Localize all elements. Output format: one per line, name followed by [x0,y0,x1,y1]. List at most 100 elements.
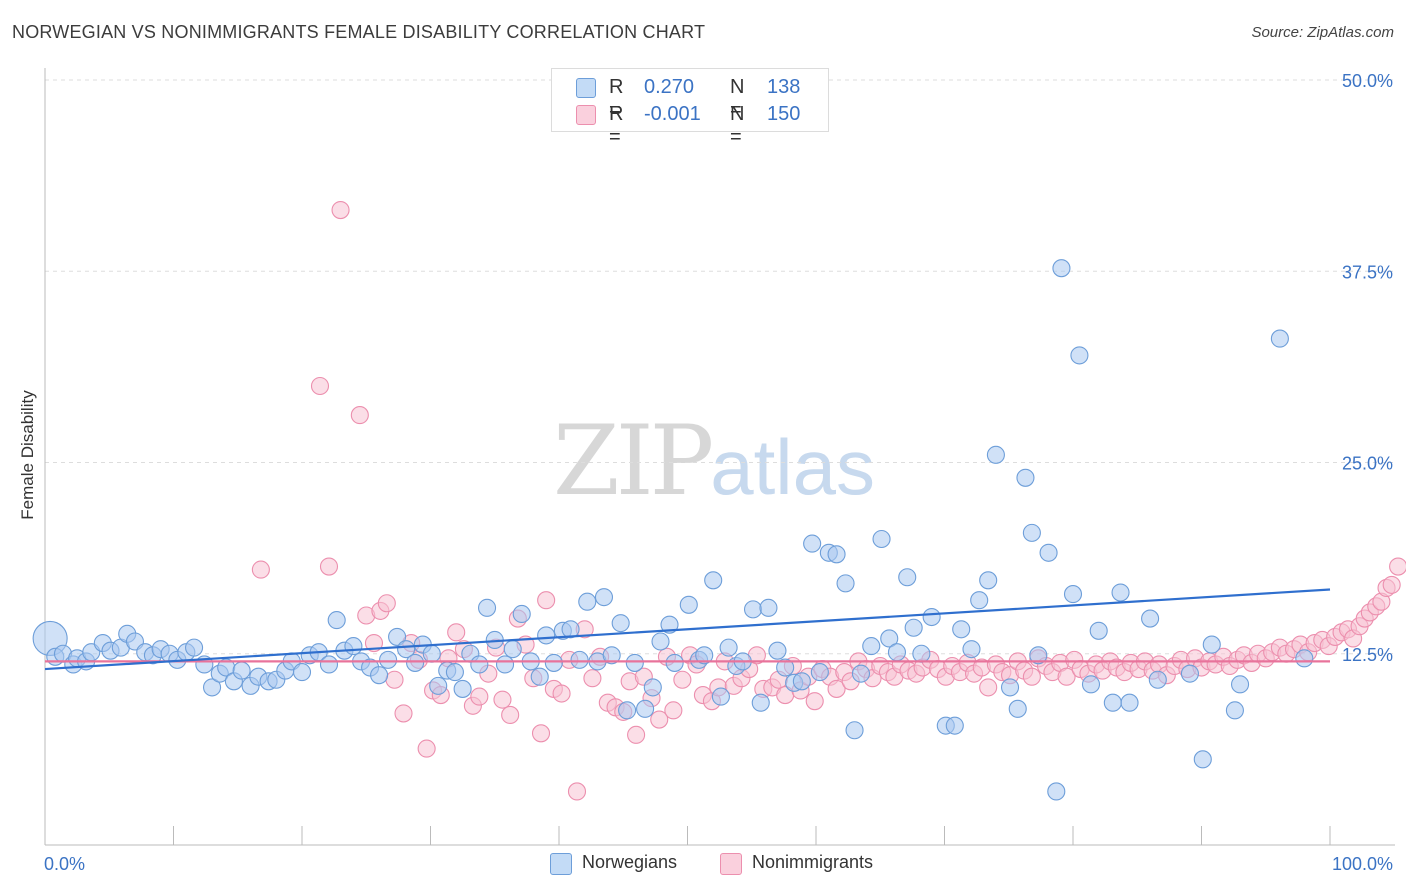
norwegian-point [388,627,407,646]
nonimmigrant-point [827,679,846,698]
nonimmigrant-point [350,406,369,425]
norwegian-point [651,632,670,651]
norwegian-point [1047,782,1066,801]
norwegian-point [665,653,684,672]
norwegians-trend-line [44,588,1331,671]
nonimmigrant-point [385,670,404,689]
norwegian-point [851,664,871,683]
norwegian-point [1063,585,1083,604]
norwegian-point [970,591,989,610]
norwegian-point [1016,468,1035,487]
norwegian-point [602,646,621,665]
norwegian-point [986,445,1005,464]
norwegian-point [537,626,556,645]
norwegian-point [594,588,614,607]
nonimmigrant-point [1389,557,1406,576]
norwegian-point [768,641,787,660]
norwegian-point [1103,693,1122,712]
nonimmigrant-point [417,739,436,758]
nonimmigrant-point [537,591,556,610]
norwegian-point [945,716,964,735]
norwegian-point [803,534,822,553]
norwegian-point [470,655,489,674]
norwegian-point [530,667,549,686]
nonimmigrant-point [331,201,350,220]
stats-legend: R = 0.270 N = 138 R = -0.001 N = 150 [551,68,829,148]
nonimmigrant-point [493,690,512,709]
norwegian-point [544,653,563,672]
nonimmigrant-point [583,669,602,688]
nonimmigrant-point [1022,667,1041,686]
r-label: R = [609,76,624,121]
norwegian-point [570,650,589,669]
norwegian-point [453,679,472,698]
nonimmigrant-point [650,710,669,729]
norwegian-point [743,600,763,619]
norwegian-point [751,693,770,712]
nonimmigrant-point [251,560,270,579]
nonimmigrant-point [1057,667,1076,686]
norwegian-point [643,678,662,697]
nonimmigrant-point [1382,575,1401,594]
nonimmigrant-point [552,684,571,703]
norwegian-point [370,666,389,685]
norwegian-point [203,678,222,697]
norwegian-point [962,640,981,659]
n-label: N = [730,76,745,121]
norwegian-point [792,672,811,691]
norwegian-point [477,598,497,617]
watermark: ZIPatlas [553,405,875,517]
nonimmigrant-point [394,704,413,723]
norwegian-point [397,640,416,659]
norwegian-point [898,568,917,587]
nonimmigrant-point [501,705,520,725]
norwegian-point [611,614,630,633]
norwegian-point [711,687,730,706]
norwegian-point [979,571,998,590]
norwegian-point [344,637,363,656]
r-label: R = [609,103,624,148]
norwegian-point [445,663,464,682]
norwegian-point [836,574,855,593]
norwegian-point [1120,693,1139,712]
n-label: N = [730,103,745,148]
tick-labels: 12.5% 25.0% 37.5% 50.0% 0.0% 100.0% [44,71,1393,874]
nonimmigrant-point [627,725,646,744]
norwegian-point [292,663,312,682]
watermark-atlas: atlas [710,423,875,511]
nonimmigrant-point [673,670,692,689]
norwegian-point [618,701,637,720]
nonimmigrant-point [319,557,339,576]
norwegian-point [845,721,864,740]
chart-title: NORWEGIAN VS NONIMMIGRANTS FEMALE DISABI… [12,22,706,42]
nonimmigrants-points [251,201,1406,801]
norwegian-point [922,607,941,627]
r-value: 0.270 [644,76,695,98]
norwegian-point [660,615,679,634]
nonimmigrant-point [979,678,998,697]
norwegian-point [561,620,580,639]
nonimmigrant-point [310,376,330,396]
norwegian-point [1270,329,1289,348]
series-legend: Norwegians Nonimmigrants [0,851,1406,877]
norwegian-point [319,655,339,674]
norwegian-point [1039,543,1058,562]
legend-label: Norwegians [582,852,678,872]
y-tick-label: 12.5% [1342,645,1393,665]
x-tick-label-start: 0.0% [44,854,85,874]
nonimmigrant-point [377,594,396,613]
norwegian-point [759,598,778,617]
norwegian-point [1202,635,1221,654]
norwegian-point [827,545,846,564]
legend-label: Nonimmigrants [752,852,874,872]
norwegian-point [379,650,398,669]
norwegian-point [1008,699,1027,718]
nonimmigrants-legend-swatch [720,853,742,875]
norwegian-point [1052,259,1071,278]
watermark-zip: ZIP [553,405,714,517]
y-tick-label: 50.0% [1342,71,1393,91]
norwegian-point [625,653,644,672]
n-value: 150 [767,103,801,125]
norwegian-point [1081,675,1101,694]
